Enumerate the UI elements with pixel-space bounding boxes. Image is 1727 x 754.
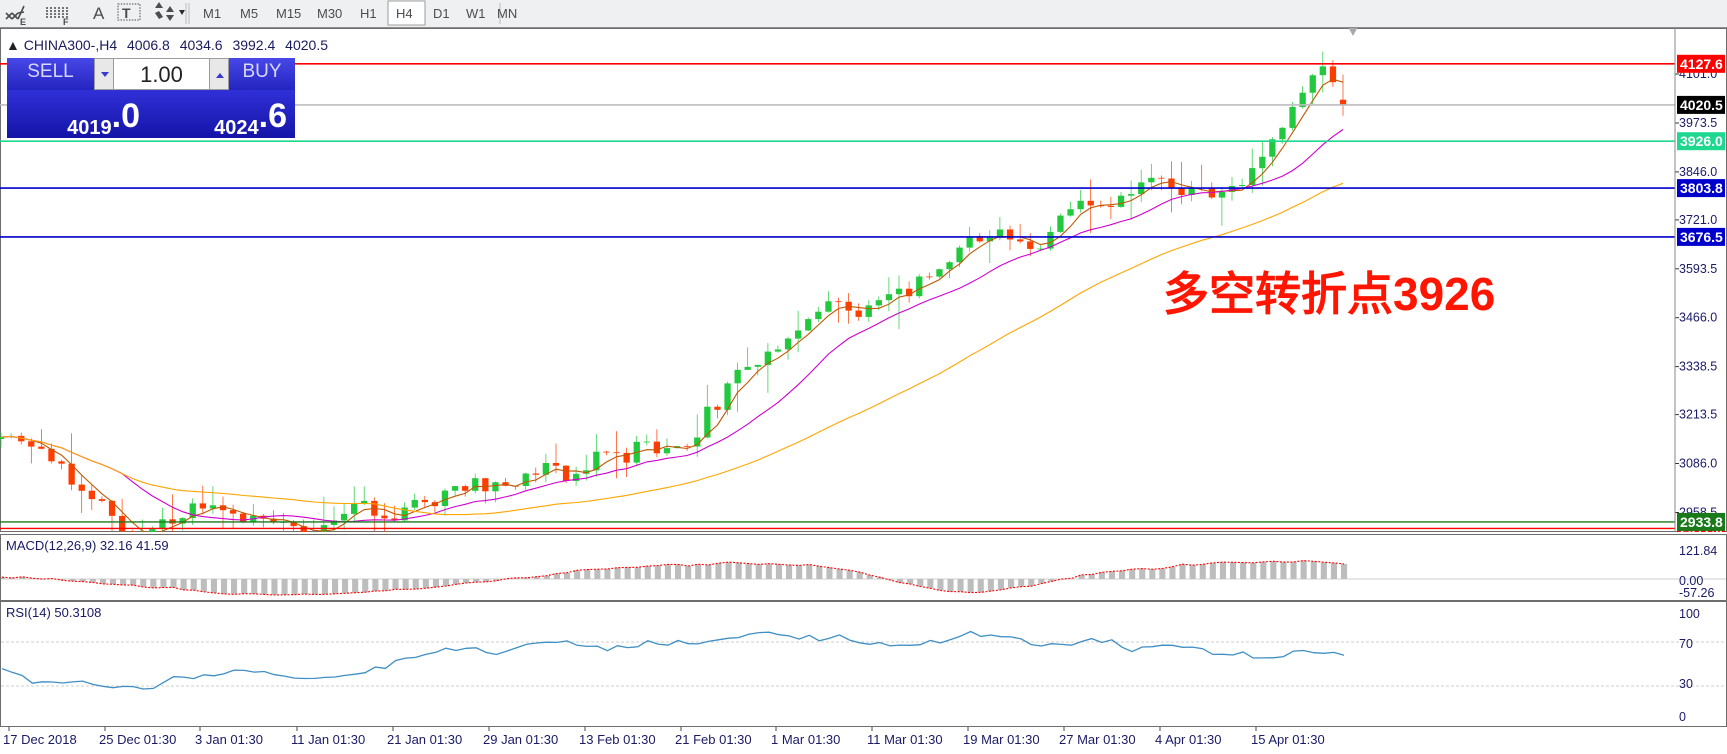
svg-text:M15: M15 — [276, 6, 301, 21]
svg-text:H1: H1 — [360, 6, 377, 21]
svg-text:3803.8: 3803.8 — [1680, 180, 1723, 196]
svg-text:3593.5: 3593.5 — [1679, 262, 1717, 276]
svg-text:T: T — [122, 5, 131, 21]
svg-text:2933.8: 2933.8 — [1680, 514, 1723, 530]
svg-text:3846.0: 3846.0 — [1679, 165, 1717, 179]
svg-text:4020.5: 4020.5 — [1680, 97, 1723, 113]
svg-text:3086.0: 3086.0 — [1679, 457, 1717, 471]
svg-text:M1: M1 — [203, 6, 221, 21]
svg-text:M5: M5 — [240, 6, 258, 21]
svg-text:H4: H4 — [396, 6, 413, 21]
svg-text:D1: D1 — [433, 6, 450, 21]
svg-text:3466.0: 3466.0 — [1679, 311, 1717, 325]
svg-text:3973.5: 3973.5 — [1679, 116, 1717, 130]
svg-text:3721.0: 3721.0 — [1679, 213, 1717, 227]
svg-text:4127.6: 4127.6 — [1680, 56, 1723, 72]
svg-text:A: A — [93, 4, 105, 23]
svg-text:F: F — [63, 17, 69, 27]
svg-text:3213.5: 3213.5 — [1679, 408, 1717, 422]
svg-text:MN: MN — [497, 6, 517, 21]
svg-text:3926.0: 3926.0 — [1680, 133, 1723, 149]
svg-text:3338.5: 3338.5 — [1679, 360, 1717, 374]
svg-text:W1: W1 — [466, 6, 486, 21]
svg-text:M30: M30 — [317, 6, 342, 21]
svg-text:3676.5: 3676.5 — [1680, 229, 1723, 245]
svg-text:E: E — [20, 17, 26, 27]
